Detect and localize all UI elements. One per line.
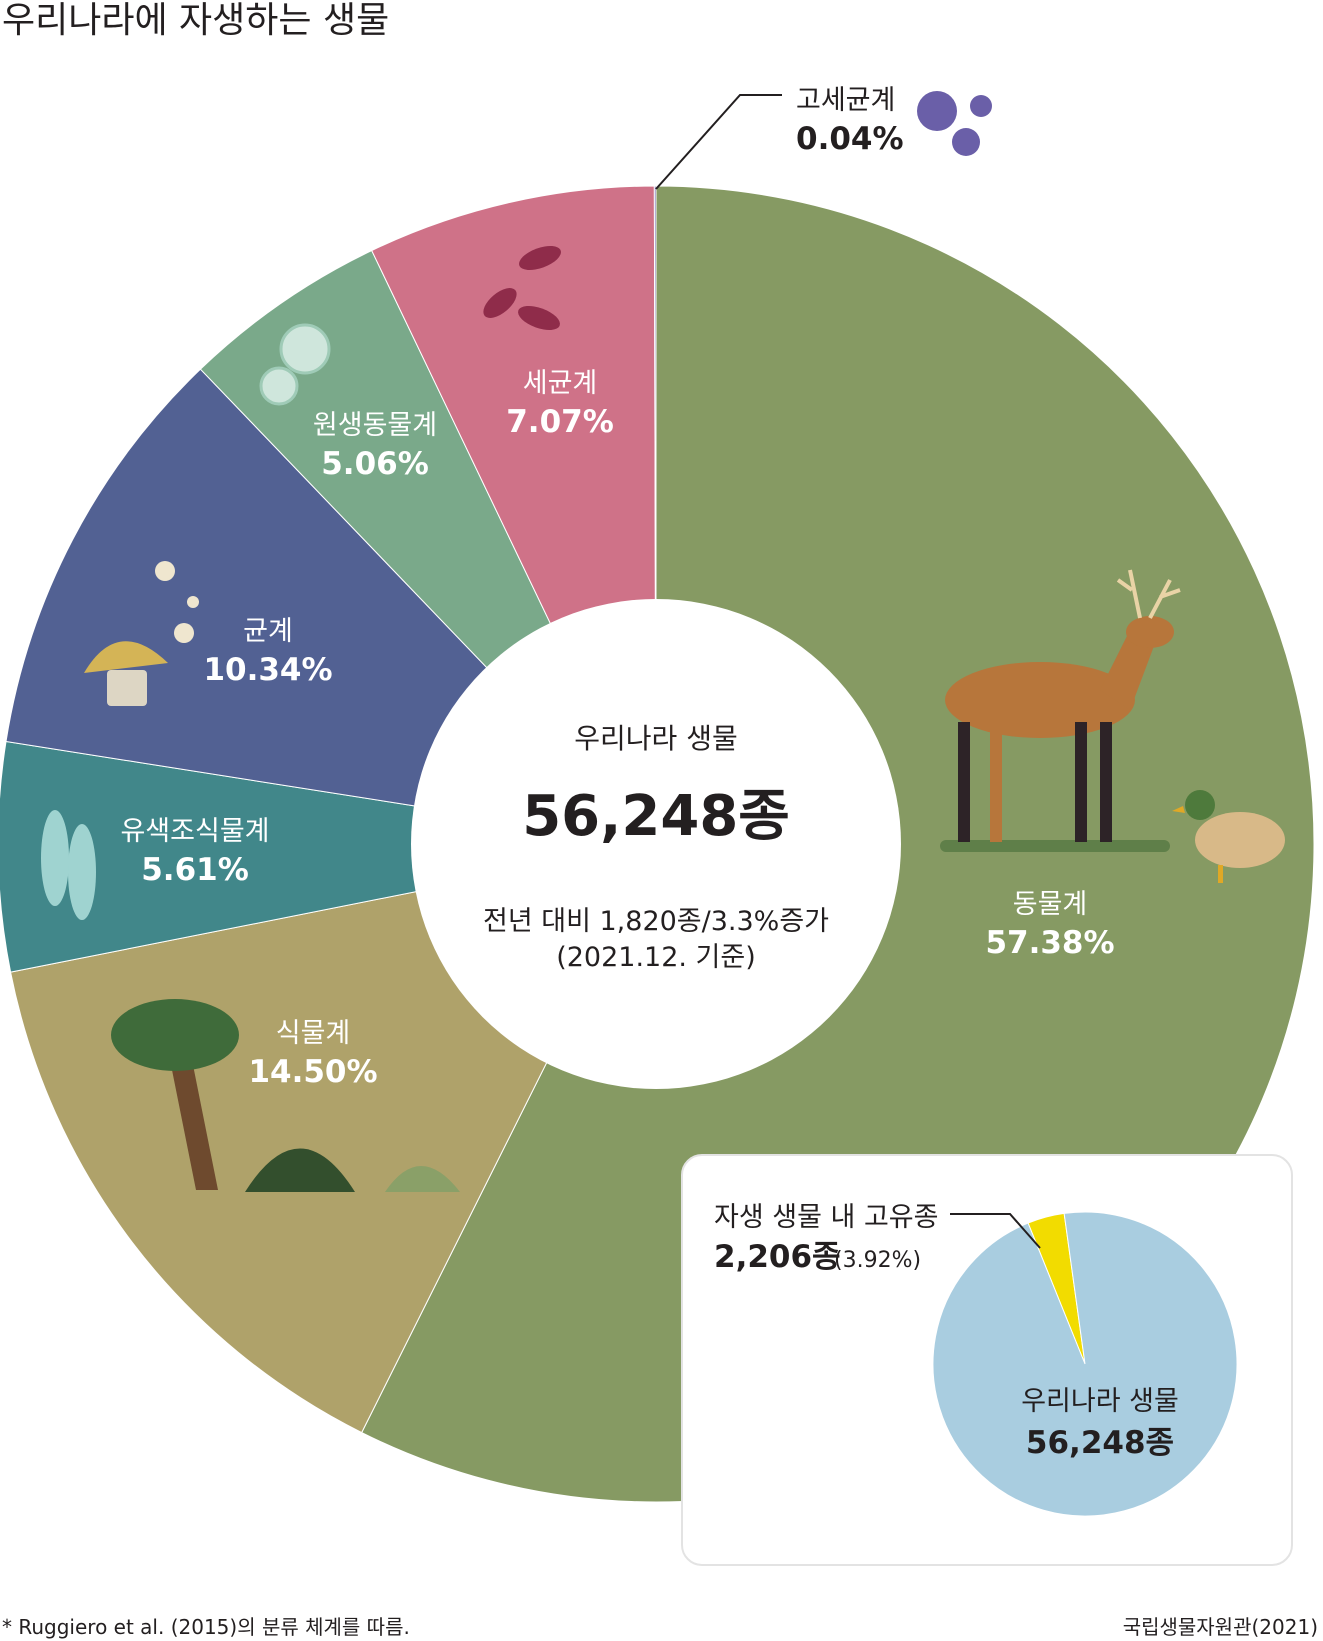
archaea-leader-line — [655, 94, 782, 190]
duck-icon — [1172, 790, 1285, 883]
mushroom-icon — [84, 561, 199, 706]
deer-icon — [940, 569, 1181, 852]
label-plantae-name: 식물계 — [276, 1018, 351, 1049]
slice-labels: 동물계 57.38% 식물계 14.50% 유색조식물계 5.61% 균계 10… — [120, 85, 1114, 1090]
donut-slice-2 — [0, 740, 657, 973]
inset-pie-label: 우리나라 생물 — [1021, 1386, 1179, 1417]
inset-leader-line — [950, 1213, 1041, 1249]
page-title: 우리나라에 자생하는 생물 — [2, 0, 389, 41]
archaea-icon — [917, 91, 992, 156]
inset-pie — [932, 1211, 1238, 1517]
footnote: * Ruggiero et al. (2015)의 분류 체계를 따름. — [2, 1615, 410, 1639]
label-fungi-name: 균계 — [243, 616, 293, 647]
protozoa-icon — [259, 323, 331, 406]
label-chromista-pct: 5.61% — [141, 852, 249, 888]
label-chromista-name: 유색조식물계 — [120, 816, 269, 847]
tree-icon — [111, 999, 460, 1192]
label-bacteria-pct: 7.07% — [506, 404, 614, 440]
donut-slice-6 — [653, 185, 657, 845]
label-bacteria-name: 세균계 — [523, 368, 598, 399]
label-archaea-name: 고세균계 — [796, 85, 895, 116]
center-label: 우리나라 생물 — [574, 722, 737, 755]
center-total: 56,248종 — [522, 784, 790, 849]
label-animalia-name: 동물계 — [1013, 889, 1088, 920]
label-fungi-pct: 10.34% — [203, 652, 332, 688]
center-circle — [411, 599, 901, 1089]
kelp-icon — [41, 810, 96, 920]
inset-slice-1 — [932, 1211, 1238, 1517]
source-credit: 국립생물자원관(2021) — [1123, 1615, 1318, 1639]
label-protozoa-pct: 5.06% — [321, 446, 429, 482]
inset-callout-label: 자생 생물 내 고유종 — [714, 1202, 938, 1233]
bacteria-icon — [483, 245, 561, 331]
inset-pie-total: 56,248종 — [1026, 1425, 1174, 1461]
endemic-inset: 자생 생물 내 고유종 2,206종 (3.92%) 우리나라 생물 56,24… — [681, 1154, 1293, 1566]
center-date: (2021.12. 기준) — [556, 942, 756, 973]
inset-callout-count: 2,206종 — [714, 1239, 841, 1275]
label-protozoa-name: 원생동물계 — [313, 410, 437, 441]
center-change: 전년 대비 1,820종/3.3%증가 — [483, 906, 829, 937]
label-archaea-pct: 0.04% — [796, 121, 904, 157]
inset-callout-pct: (3.92%) — [834, 1248, 921, 1273]
label-animalia-pct: 57.38% — [985, 925, 1114, 961]
label-plantae-pct: 14.50% — [248, 1054, 377, 1090]
